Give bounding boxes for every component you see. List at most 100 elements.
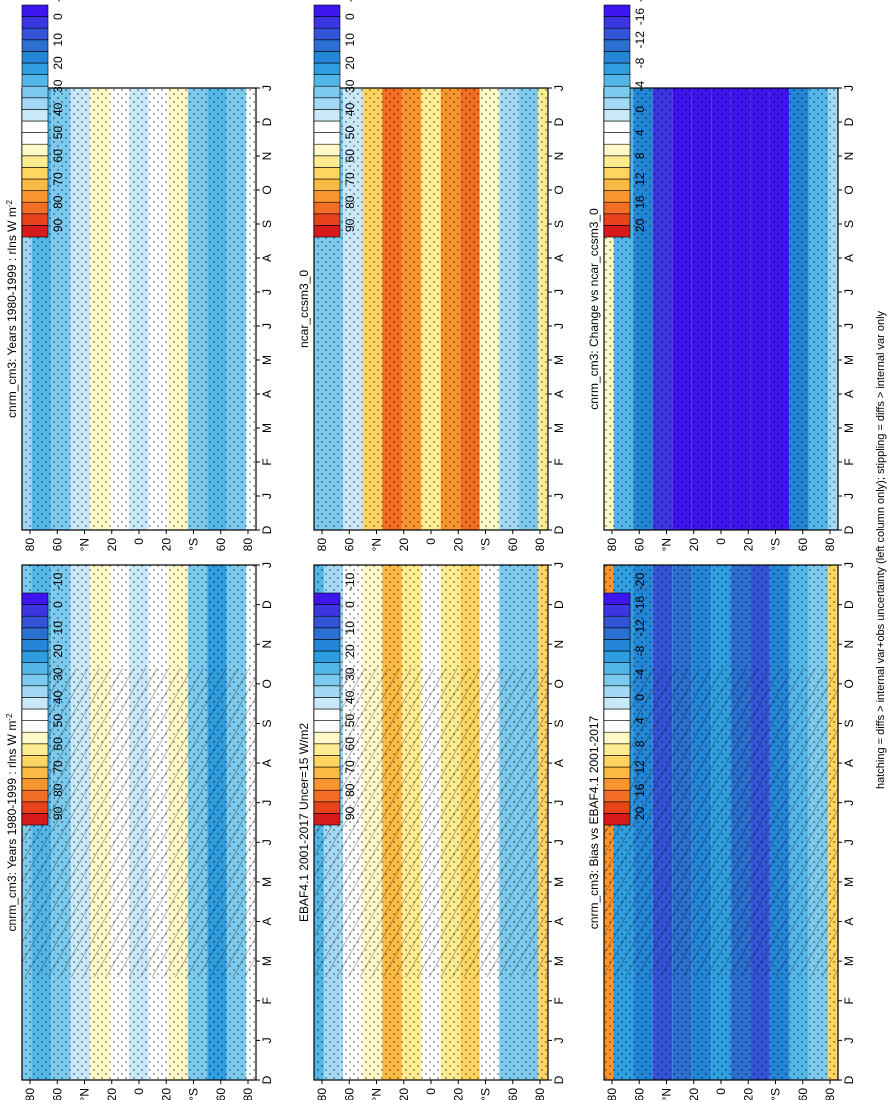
colorbar-swatch bbox=[313, 143, 341, 157]
colorbar-swatch bbox=[313, 155, 341, 168]
lat-label: °S bbox=[187, 538, 201, 551]
lat-label: 60 bbox=[796, 1088, 810, 1100]
colorbar-swatch bbox=[603, 685, 631, 698]
lat-label: 20 bbox=[159, 1088, 173, 1100]
month-label: D bbox=[260, 525, 274, 534]
colorbar-label: 10 bbox=[51, 621, 65, 635]
colorbar-label: 60 bbox=[343, 737, 357, 751]
colorbar-swatch bbox=[603, 167, 631, 180]
month-label: M bbox=[842, 877, 856, 887]
month-label: J bbox=[842, 493, 856, 499]
colorbar-swatch bbox=[21, 178, 49, 191]
colorbar-label: 80 bbox=[51, 783, 65, 797]
month-label: O bbox=[260, 185, 274, 194]
month-label: M bbox=[842, 956, 856, 966]
colorbar-swatch bbox=[603, 697, 631, 710]
colorbar-swatch bbox=[603, 650, 631, 663]
colorbar-label: 70 bbox=[343, 760, 357, 774]
colorbar-label: 90 bbox=[343, 806, 357, 820]
colorbar-swatch bbox=[21, 109, 49, 122]
month-label: S bbox=[260, 220, 274, 228]
month-label: A bbox=[842, 759, 856, 767]
colorbar-label: 0 bbox=[343, 13, 357, 20]
colorbar-swatch bbox=[603, 766, 631, 779]
hatch-overlay bbox=[314, 668, 548, 977]
colorbar-label: 0 bbox=[51, 13, 65, 20]
month-label: J bbox=[842, 562, 856, 568]
colorbar-swatch bbox=[313, 615, 341, 629]
stipple-overlay bbox=[604, 88, 838, 530]
colorbar-swatch bbox=[313, 778, 341, 791]
lat-label: 60 bbox=[214, 1088, 228, 1100]
colorbar-swatch bbox=[313, 743, 341, 756]
month-label: D bbox=[842, 1075, 856, 1084]
month-label: M bbox=[260, 956, 274, 966]
colorbar-swatch bbox=[603, 178, 631, 191]
colorbar-swatch bbox=[603, 74, 631, 87]
month-label: F bbox=[552, 458, 566, 465]
colorbar-swatch bbox=[313, 720, 341, 733]
lat-label: 80 bbox=[823, 1088, 837, 1100]
heatmap-panel-1: cnrm_cm3: Years 1980-1999 : rlns W m-2 D J… bbox=[5, 85, 275, 551]
colorbar-swatch bbox=[313, 627, 341, 640]
colorbar-swatch bbox=[21, 662, 49, 675]
month-label: N bbox=[842, 640, 856, 649]
colorbar-swatch bbox=[21, 778, 49, 791]
colorbar-label: 30 bbox=[343, 79, 357, 93]
lat-label: 60 bbox=[50, 1088, 64, 1100]
colorbar-swatch bbox=[313, 167, 341, 180]
colorbar-swatch bbox=[313, 650, 341, 663]
colorbar-label: 80 bbox=[343, 195, 357, 209]
month-label: D bbox=[842, 600, 856, 609]
colorbar-swatch bbox=[603, 225, 631, 238]
colorbar-swatch bbox=[21, 708, 49, 721]
month-label: J bbox=[260, 323, 274, 329]
month-label: D bbox=[260, 117, 274, 126]
month-label: J bbox=[842, 289, 856, 295]
colorbar-label: 0 bbox=[343, 601, 357, 608]
month-label: J bbox=[552, 562, 566, 568]
lat-label: 20 bbox=[741, 1088, 755, 1100]
colorbar-label: -8 bbox=[633, 645, 647, 656]
colorbar-label: 60 bbox=[51, 737, 65, 751]
lat-label: °S bbox=[479, 1088, 493, 1100]
month-label: D bbox=[842, 117, 856, 126]
colorbar-swatch bbox=[21, 801, 49, 814]
colorbar-swatch bbox=[21, 615, 49, 629]
colorbar-swatch bbox=[21, 813, 49, 826]
month-label: D bbox=[552, 1075, 566, 1084]
lat-label: 20 bbox=[105, 538, 119, 552]
colorbar-swatch bbox=[603, 743, 631, 756]
colorbar-label: 80 bbox=[51, 195, 65, 209]
colorbar-swatch bbox=[21, 766, 49, 779]
colorbar-swatch bbox=[603, 190, 631, 203]
colorbar-swatch bbox=[21, 27, 49, 41]
colorbar-label: -8 bbox=[633, 57, 647, 68]
lat-label: 20 bbox=[687, 538, 701, 552]
colorbar-swatch bbox=[21, 755, 49, 768]
colorbar-swatch bbox=[21, 720, 49, 733]
colorbar-3: 90 80 70 60 50 40 30 20 10 0 -10 bbox=[313, 0, 357, 238]
colorbar-swatch bbox=[21, 789, 49, 803]
colorbar-swatch bbox=[313, 673, 341, 687]
colorbar-swatch bbox=[603, 592, 631, 605]
lat-label: °N bbox=[370, 1088, 384, 1100]
month-label: A bbox=[842, 918, 856, 926]
colorbar-swatch bbox=[313, 592, 341, 605]
month-label: O bbox=[842, 185, 856, 194]
colorbar-swatch bbox=[603, 120, 631, 133]
colorbar-label: 4 bbox=[633, 717, 647, 724]
colorbar-label: 20 bbox=[343, 644, 357, 658]
hatch-overlay bbox=[22, 668, 256, 977]
colorbar-label: 0 bbox=[633, 106, 647, 113]
month-label: A bbox=[552, 918, 566, 926]
lat-label: 20 bbox=[397, 1088, 411, 1100]
colorbar-swatch bbox=[313, 639, 341, 652]
colorbar-swatch bbox=[21, 97, 49, 110]
colorbar-swatch bbox=[603, 39, 631, 52]
lat-label: 60 bbox=[796, 538, 810, 552]
month-label: J bbox=[842, 1037, 856, 1043]
lat-label: °S bbox=[769, 1088, 783, 1100]
colorbar-swatch bbox=[21, 731, 49, 745]
month-label: D bbox=[842, 525, 856, 534]
